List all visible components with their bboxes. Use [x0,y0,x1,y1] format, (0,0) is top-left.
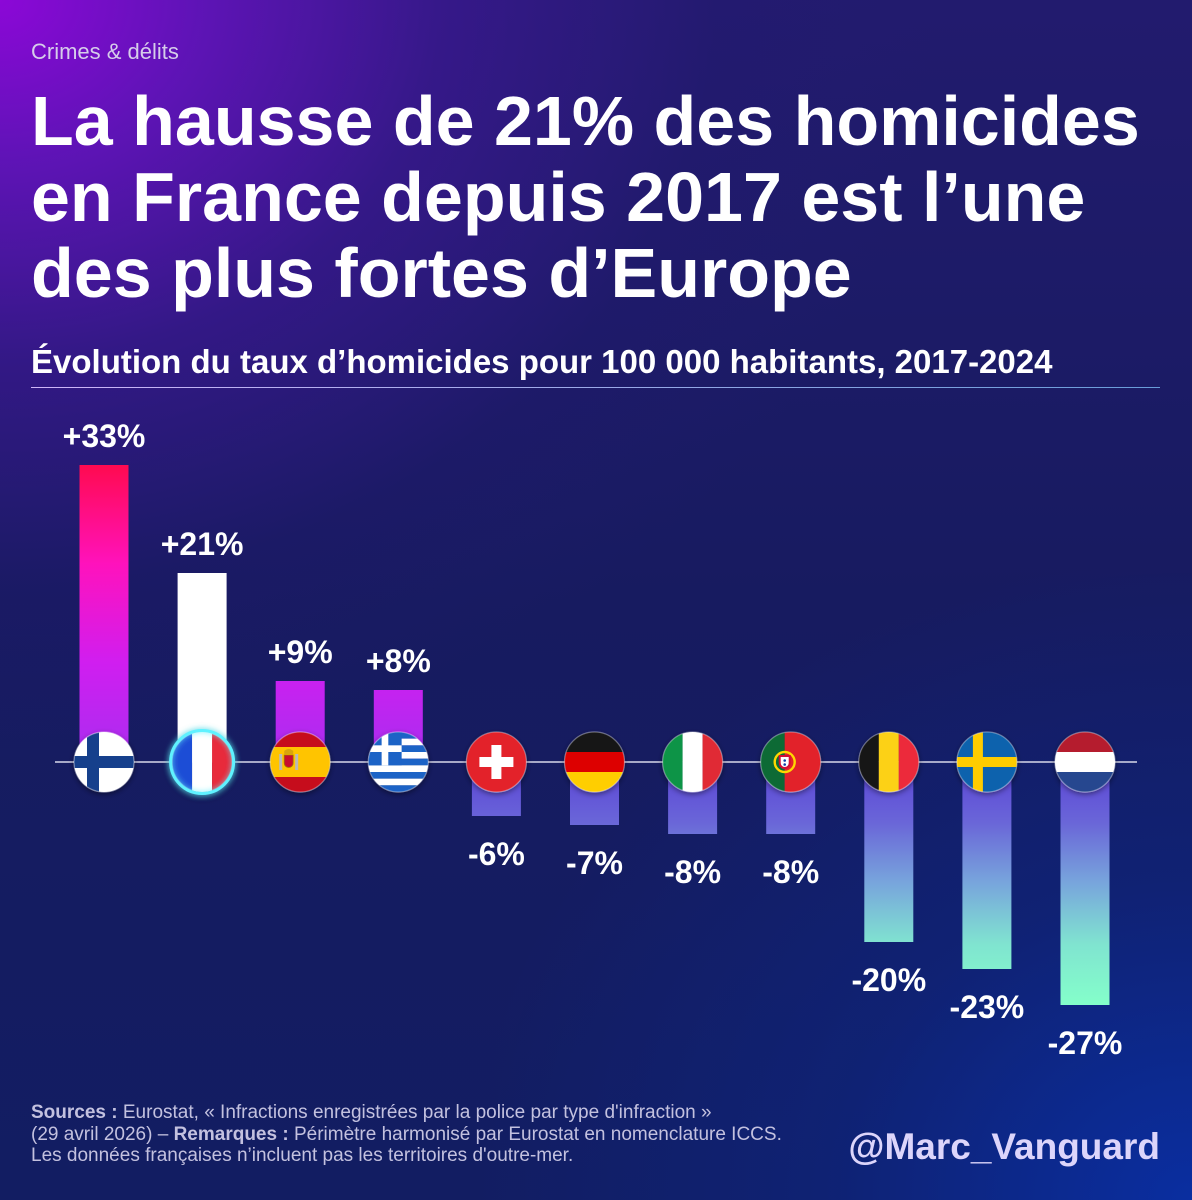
highlight-ring [169,729,236,795]
page-title: La hausse de 21% des homicides en France… [31,83,1140,311]
france-flag-icon [169,729,236,795]
subtitle-divider [31,387,1160,388]
bar-value-label: -8% [762,854,819,890]
chart-subtitle: Évolution du taux d’homicides pour 100 0… [31,343,1053,380]
bar [79,465,129,762]
remarks-label: Remarques : [173,1123,289,1145]
footer-line: Sources : Eurostat, « Infractions enregi… [31,1102,782,1124]
bar-value-label: -7% [566,845,623,881]
switzerland-flag-icon [465,731,527,793]
remarks-text: Périmètre harmonisé par Eurostat en nome… [288,1123,782,1145]
bar-value-label: -27% [1048,1025,1123,1061]
germany-flag-icon [563,731,626,793]
footer-notes: Sources : Eurostat, « Infractions enregi… [31,1102,782,1167]
netherlands-flag-icon [1054,731,1116,793]
title-line: des plus fortes d’Europe [31,234,852,312]
bar [1060,762,1110,1005]
title-line: en France depuis 2017 est l’une [31,158,1086,236]
bar-value-label: +33% [63,418,146,454]
italy-flag-icon [661,731,724,793]
sources-label: Sources : [31,1102,118,1123]
author-handle: @Marc_Vanguard [848,1126,1160,1167]
bar-value-label: +21% [161,526,244,562]
finland-flag-icon [73,731,135,793]
sweden-flag-icon [956,731,1018,793]
bar-value-label: -23% [950,989,1025,1025]
spain-flag-icon [269,731,331,793]
bar-value-label: +8% [366,643,431,679]
category-kicker: Crimes & délits [31,39,179,64]
footer-line: (29 avril 2026) – Remarques : Périmètre … [31,1124,782,1146]
remarks-note: Les données françaises n’incluent pas le… [31,1145,574,1166]
belgium-flag-icon [858,731,920,793]
bar-value-label: -8% [664,854,721,890]
greece-flag-icon [367,731,429,793]
title-line: La hausse de 21% des homicides [31,82,1140,160]
bar-value-label: -6% [468,836,525,872]
bar-value-label: -20% [851,962,926,998]
sources-date: (29 avril 2026) – [31,1123,174,1145]
bar [962,762,1012,969]
bar-value-label: +9% [268,634,333,670]
sources-text: Eurostat, « Infractions enregistrées par… [117,1102,712,1123]
footer-line: Les données françaises n’incluent pas le… [31,1145,782,1167]
